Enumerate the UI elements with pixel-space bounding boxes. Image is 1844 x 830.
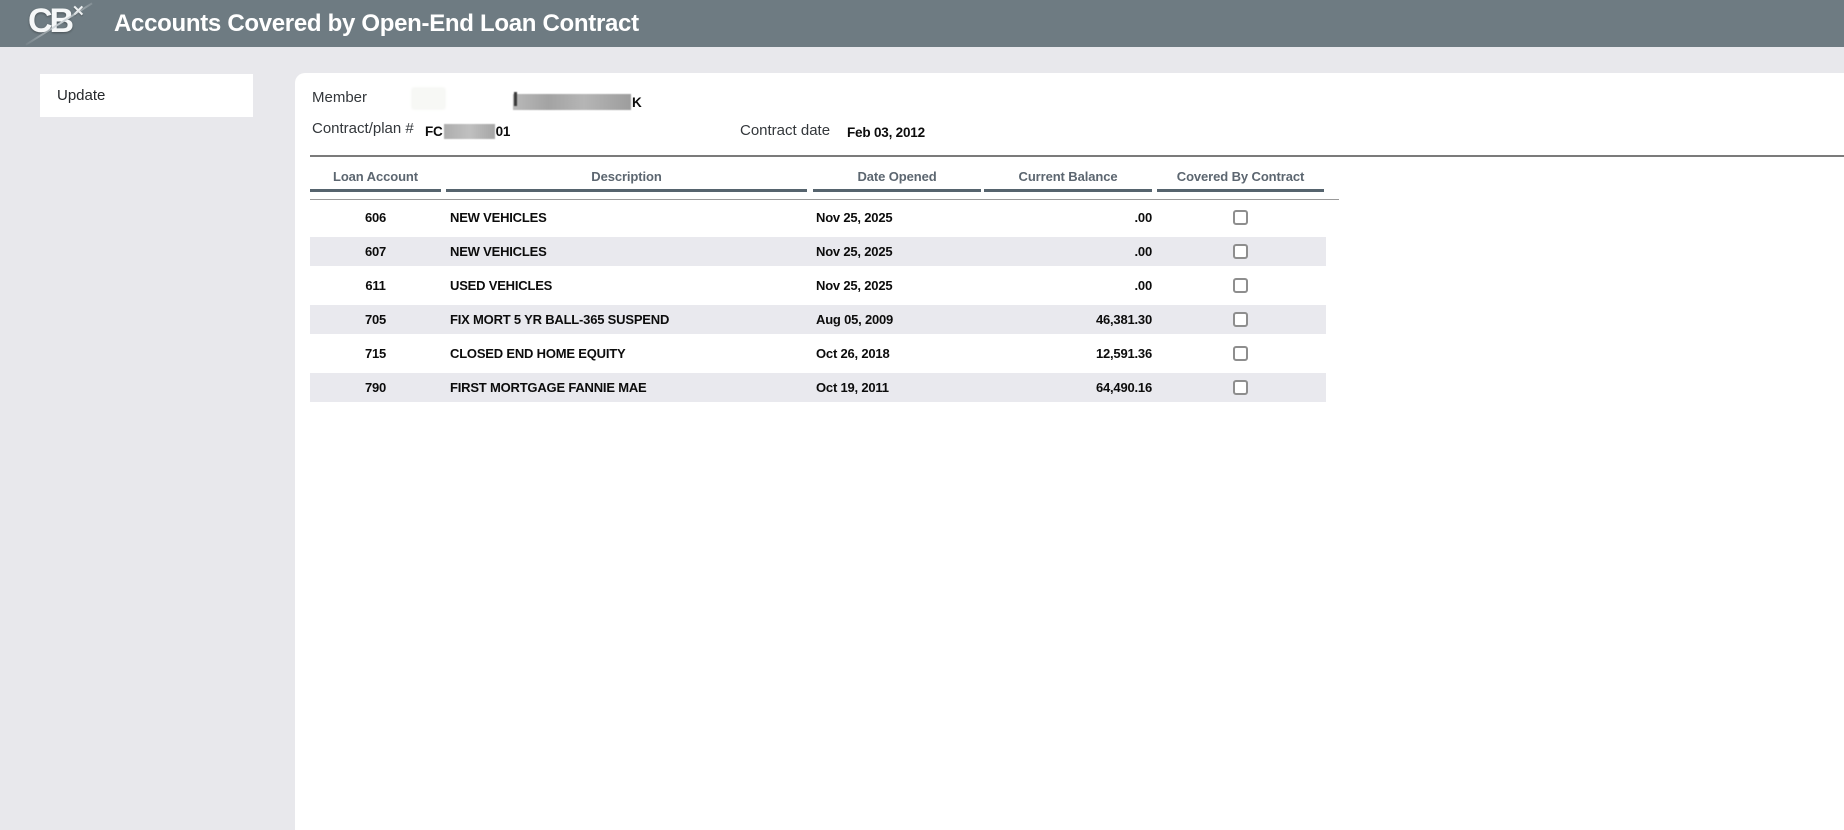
table-header-row: Loan Account Description Date Opened Cur… [310,157,1844,192]
loan-account-cell: 705 [364,312,387,327]
top-header-bar: CB ✕ Accounts Covered by Open-End Loan C… [0,0,1844,47]
current-balance-cell: .00 [1134,278,1153,293]
description-cell: FIRST MORTGAGE FANNIE MAE [450,380,647,395]
column-header-current-balance: Current Balance [984,157,1152,192]
table-row: 607 NEW VEHICLES Nov 25, 2025 .00 [310,237,1326,266]
page-title: Accounts Covered by Open-End Loan Contra… [114,9,639,37]
loan-account-cell: 607 [364,244,387,259]
description-cell: NEW VEHICLES [450,244,547,259]
loan-account-cell: 715 [364,346,387,361]
loan-account-cell: 790 [364,380,387,395]
covered-cell [1157,373,1324,402]
table-row: 705 FIX MORT 5 YR BALL-365 SUSPEND Aug 0… [310,305,1326,334]
date-opened-cell: Oct 26, 2018 [816,346,890,361]
current-balance-cell: 46,381.30 [1095,312,1152,327]
current-balance-cell: .00 [1134,244,1153,259]
current-balance-cell: 64,490.16 [1095,380,1152,395]
member-name-value: K [513,92,642,110]
loan-account-cell: 611 [365,278,386,293]
sidebar-item-label: Update [57,87,106,104]
date-opened-cell: Nov 25, 2025 [816,210,893,225]
contract-date-value: Feb 03, 2012 [847,125,925,140]
contract-plan-visible-suffix: 01 [495,124,511,139]
date-opened-cell: Oct 19, 2011 [816,380,889,395]
table-row: 790 FIRST MORTGAGE FANNIE MAE Oct 19, 20… [310,373,1326,402]
date-opened-cell: Nov 25, 2025 [816,244,893,259]
table-row: 606 NEW VEHICLES Nov 25, 2025 .00 [310,203,1326,232]
contract-plan-redacted-block [443,124,495,139]
contract-date-label: Contract date [740,122,831,139]
covered-by-contract-checkbox[interactable] [1233,210,1248,225]
member-number-redacted-block [413,89,444,108]
contract-plan-label: Contract/plan # [312,120,414,137]
column-header-date-opened: Date Opened [813,157,981,192]
contract-plan-visible-prefix: FC [425,124,443,139]
contract-plan-value: FC 01 [425,124,510,139]
column-header-covered-by-contract: Covered By Contract [1157,157,1324,192]
current-balance-cell: 12,591.36 [1095,346,1152,361]
loan-account-cell: 606 [364,210,387,225]
covered-cell [1157,305,1324,334]
column-header-loan-account: Loan Account [310,157,441,192]
table-row: 715 CLOSED END HOME EQUITY Oct 26, 2018 … [310,339,1326,368]
covered-cell [1157,339,1324,368]
table-row: 611 USED VEHICLES Nov 25, 2025 .00 [310,271,1326,300]
logo-text: CB [28,2,74,40]
member-name-visible-suffix: K [632,95,642,110]
cbx-logo-icon: CB ✕ [24,0,96,47]
description-cell: FIX MORT 5 YR BALL-365 SUSPEND [450,312,670,327]
covered-cell [1157,271,1324,300]
covered-by-contract-checkbox[interactable] [1233,312,1248,327]
loan-accounts-table: Loan Account Description Date Opened Cur… [310,155,1844,407]
covered-by-contract-checkbox[interactable] [1233,278,1248,293]
member-label: Member [312,89,368,106]
sidebar-item-update[interactable]: Update [40,74,253,117]
date-opened-cell: Nov 25, 2025 [816,278,893,293]
covered-by-contract-checkbox[interactable] [1233,380,1248,395]
covered-by-contract-checkbox[interactable] [1233,244,1248,259]
date-opened-cell: Aug 05, 2009 [816,312,894,327]
covered-cell [1157,237,1324,266]
description-cell: CLOSED END HOME EQUITY [450,346,626,361]
table-header-divider [310,199,1339,200]
covered-cell [1157,203,1324,232]
column-header-description: Description [446,157,807,192]
main-content-panel: Member K Contract/plan # FC 01 Contract … [295,73,1844,830]
description-cell: NEW VEHICLES [450,210,547,225]
covered-by-contract-checkbox[interactable] [1233,346,1248,361]
description-cell: USED VEHICLES [450,278,553,293]
current-balance-cell: .00 [1134,210,1153,225]
table-top-rule [310,155,1844,157]
member-name-redacted-block [513,92,631,110]
table-body: 606 NEW VEHICLES Nov 25, 2025 .00 607 NE… [310,203,1844,402]
